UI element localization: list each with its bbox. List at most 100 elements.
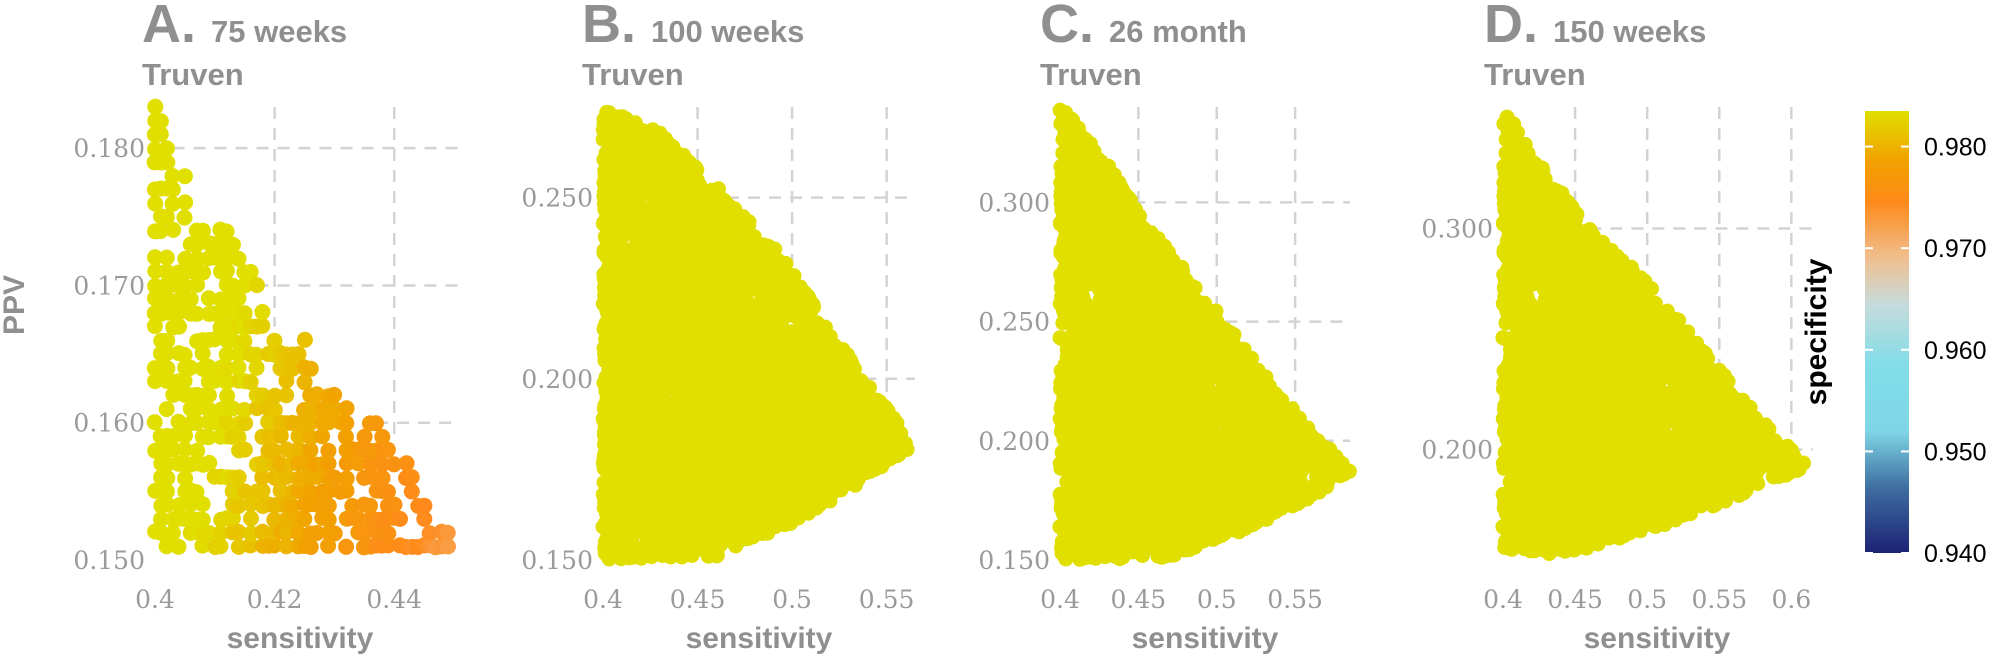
panel-b-point xyxy=(738,281,754,297)
panel-a-point xyxy=(200,358,217,375)
panel-b-point xyxy=(773,276,789,292)
panel-a-point xyxy=(164,195,181,212)
panel-b-point xyxy=(600,293,616,309)
panel-b-point xyxy=(726,259,742,275)
panel-a-point xyxy=(152,126,169,143)
panel-a-point xyxy=(236,305,253,322)
panel-a-letter: A. xyxy=(142,0,196,54)
panel-b-point xyxy=(704,354,720,370)
panel-a-title: 75 weeks xyxy=(211,14,347,49)
panel-b-point xyxy=(782,497,798,513)
panel-a-y-axis-label: PPV xyxy=(0,275,31,335)
panel-b-point xyxy=(852,400,868,416)
panel-b-point xyxy=(621,550,637,566)
panel-b-point xyxy=(663,327,679,343)
panel-a-point xyxy=(278,468,295,485)
panel-a-point xyxy=(266,511,283,528)
panel-a-point xyxy=(362,497,378,514)
panel-a-point xyxy=(159,345,175,362)
panel-b-point xyxy=(835,412,851,428)
panel-a-point xyxy=(320,537,337,554)
panel-a-point xyxy=(159,154,176,171)
panel-a-point xyxy=(326,400,343,417)
panel-b-point xyxy=(817,319,833,335)
panel-a-point xyxy=(206,372,223,389)
panel-a-point xyxy=(356,525,373,541)
panel-b-point xyxy=(683,260,699,275)
panel-b-point xyxy=(633,461,649,476)
panel-a-point xyxy=(320,442,337,459)
panel-b-point xyxy=(607,211,623,227)
panel-b-point xyxy=(635,175,651,191)
panel-b-point xyxy=(747,267,763,283)
panel-a-point xyxy=(218,262,235,279)
panel-a-point xyxy=(344,498,361,514)
panel-a-point xyxy=(236,333,253,350)
panel-b-point xyxy=(760,478,776,494)
panel-b-point xyxy=(786,449,801,465)
panel-b-point xyxy=(624,187,640,202)
panel-b-point xyxy=(682,529,698,545)
panel-a-x-tick-label: 0.44 xyxy=(366,585,422,614)
panel-b-point xyxy=(657,421,672,436)
panel-b-point xyxy=(663,345,679,361)
panel-b-point xyxy=(599,233,615,249)
panel-b-point xyxy=(609,394,625,410)
panel-a-point xyxy=(212,525,229,542)
panel-b-point xyxy=(596,196,612,211)
panel-a-point xyxy=(386,496,403,513)
panel-b-point xyxy=(746,248,762,263)
panel-b-point xyxy=(789,374,805,390)
panel-a-point xyxy=(147,373,163,390)
panel-a-point xyxy=(176,209,193,226)
panel-b-point xyxy=(612,496,628,512)
panel-b-point xyxy=(632,248,648,263)
panel-a-point xyxy=(158,401,175,418)
panel-b-point xyxy=(646,145,662,161)
panel-b-point xyxy=(701,429,717,444)
panel-b-point xyxy=(661,231,677,247)
panel-a-point xyxy=(218,374,235,391)
panel-a-point xyxy=(219,388,236,405)
panel-a-y-tick-label: 0.150 xyxy=(73,546,145,575)
panel-a-point xyxy=(278,441,295,458)
panel-b-point xyxy=(603,439,619,455)
panel-a-point xyxy=(284,360,301,377)
panel-a-point xyxy=(230,359,247,376)
panel-a-point xyxy=(296,510,313,527)
panel-a-grid xyxy=(172,107,460,444)
panel-b-point xyxy=(722,523,738,539)
panel-a-point xyxy=(266,401,283,418)
panel-a-point xyxy=(279,523,295,540)
panel-b-point xyxy=(708,468,724,484)
panel-a-point xyxy=(248,359,265,376)
panel-a-point xyxy=(218,223,235,240)
panel-b-point xyxy=(641,339,657,355)
panel-a-point xyxy=(206,331,223,348)
panel-b-point xyxy=(774,312,790,328)
panel-a-point xyxy=(236,402,253,418)
panel-b-point xyxy=(735,296,751,312)
panel-a-point xyxy=(338,482,355,499)
panel-a-point xyxy=(152,113,169,130)
panel-a-point xyxy=(296,455,313,472)
panel-a-point xyxy=(338,538,355,555)
panel-b-y-tick-label: 0.250 xyxy=(521,184,593,213)
panel-a-point xyxy=(218,250,235,267)
panel-a-point xyxy=(338,455,355,472)
panel-b-point xyxy=(637,383,653,399)
panel-a-point xyxy=(153,511,170,528)
panel-b-point xyxy=(599,331,615,347)
panel-a-points xyxy=(146,98,456,556)
panel-a-point xyxy=(171,304,188,321)
panel-a-point xyxy=(314,401,331,418)
panel-b-point xyxy=(862,389,878,405)
panel-b-x-ticks: 0.4 0.45 0.5 0.55 xyxy=(583,585,914,614)
panel-b-point xyxy=(598,459,613,474)
panel-b-point xyxy=(678,473,694,489)
panel-b-point xyxy=(689,484,705,500)
panel-a-point xyxy=(177,470,194,487)
panel-b-point xyxy=(613,341,629,357)
panel-a-point xyxy=(236,277,253,294)
panel-b-point xyxy=(670,427,686,443)
